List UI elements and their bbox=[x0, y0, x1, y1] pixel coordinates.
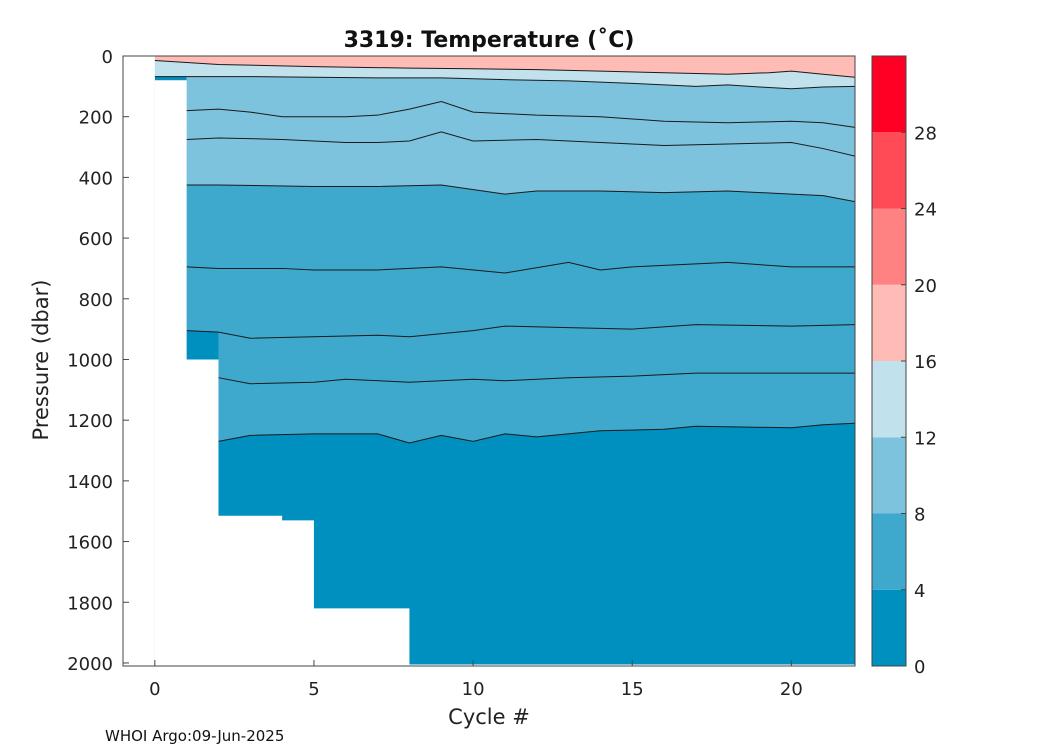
colorbar-tick-label: 0 bbox=[914, 657, 925, 678]
colorbar-tick-label: 12 bbox=[914, 428, 937, 449]
isotherm-4 bbox=[218, 422, 855, 444]
y-tick-label: 800 bbox=[79, 290, 113, 311]
y-tick-label: 1000 bbox=[67, 350, 113, 371]
isotherm-10 bbox=[186, 101, 855, 128]
isotherm-6 bbox=[186, 324, 855, 339]
isotherm-5 bbox=[218, 372, 855, 385]
plot-frame bbox=[122, 55, 856, 667]
x-tick-label: 10 bbox=[462, 679, 485, 700]
colorbar-swatch bbox=[872, 56, 906, 133]
plot-area bbox=[122, 55, 856, 667]
footer-text: WHOI Argo:09-Jun-2025 bbox=[105, 727, 284, 745]
y-axis-label: Pressure (dbar) bbox=[29, 280, 53, 441]
y-tick-label: 400 bbox=[79, 168, 113, 189]
isotherm-7 bbox=[186, 261, 855, 274]
colorbar-tick-label: 4 bbox=[914, 581, 925, 602]
no-data-left bbox=[123, 56, 155, 666]
y-tick-label: 1800 bbox=[67, 593, 113, 614]
colorbar-swatch bbox=[872, 208, 906, 285]
y-axis: 0 200 400 600 800 1000 1200 1400 1600 1800 2000 bbox=[67, 47, 129, 675]
band-warm-surface bbox=[345, 56, 770, 68]
colorbar-swatch bbox=[872, 361, 906, 438]
y-tick-label: 1400 bbox=[67, 472, 113, 493]
y-tick-label: 600 bbox=[79, 229, 113, 250]
chart-title: 3319: Temperature (˚C) bbox=[344, 28, 635, 53]
x-axis: 0 5 10 15 20 bbox=[149, 660, 803, 700]
y-tick-label: 0 bbox=[102, 47, 113, 68]
colorbar-swatch bbox=[872, 513, 906, 590]
x-tick-label: 5 bbox=[308, 679, 319, 700]
colorbar-tick-label: 24 bbox=[914, 200, 937, 221]
y-tick-label: 1200 bbox=[67, 411, 113, 432]
colorbar-swatch bbox=[872, 284, 906, 361]
no-data-mask bbox=[154, 80, 855, 666]
colorbar: 0 4 8 12 16 20 24 28 bbox=[871, 55, 937, 678]
colorbar-tick-label: 28 bbox=[914, 123, 937, 144]
x-tick-label: 20 bbox=[780, 679, 803, 700]
isotherm-16 bbox=[154, 60, 855, 78]
y-tick-label: 2000 bbox=[67, 654, 113, 675]
y-tick-label: 1600 bbox=[67, 533, 113, 554]
y-tick-label: 200 bbox=[79, 108, 113, 129]
x-axis-label: Cycle # bbox=[448, 705, 530, 729]
colorbar-tick-label: 16 bbox=[914, 352, 937, 373]
isotherm-12 bbox=[154, 76, 855, 90]
colorbar-tick-label: 20 bbox=[914, 276, 937, 297]
isotherm-9 bbox=[186, 131, 855, 157]
isotherm-8 bbox=[186, 184, 855, 203]
colorbar-swatch bbox=[872, 132, 906, 209]
colorbar-tick-label: 8 bbox=[914, 505, 925, 526]
colorbar-swatch bbox=[872, 589, 906, 666]
x-tick-label: 15 bbox=[621, 679, 644, 700]
x-tick-label: 0 bbox=[149, 679, 160, 700]
colorbar-swatch bbox=[872, 437, 906, 514]
